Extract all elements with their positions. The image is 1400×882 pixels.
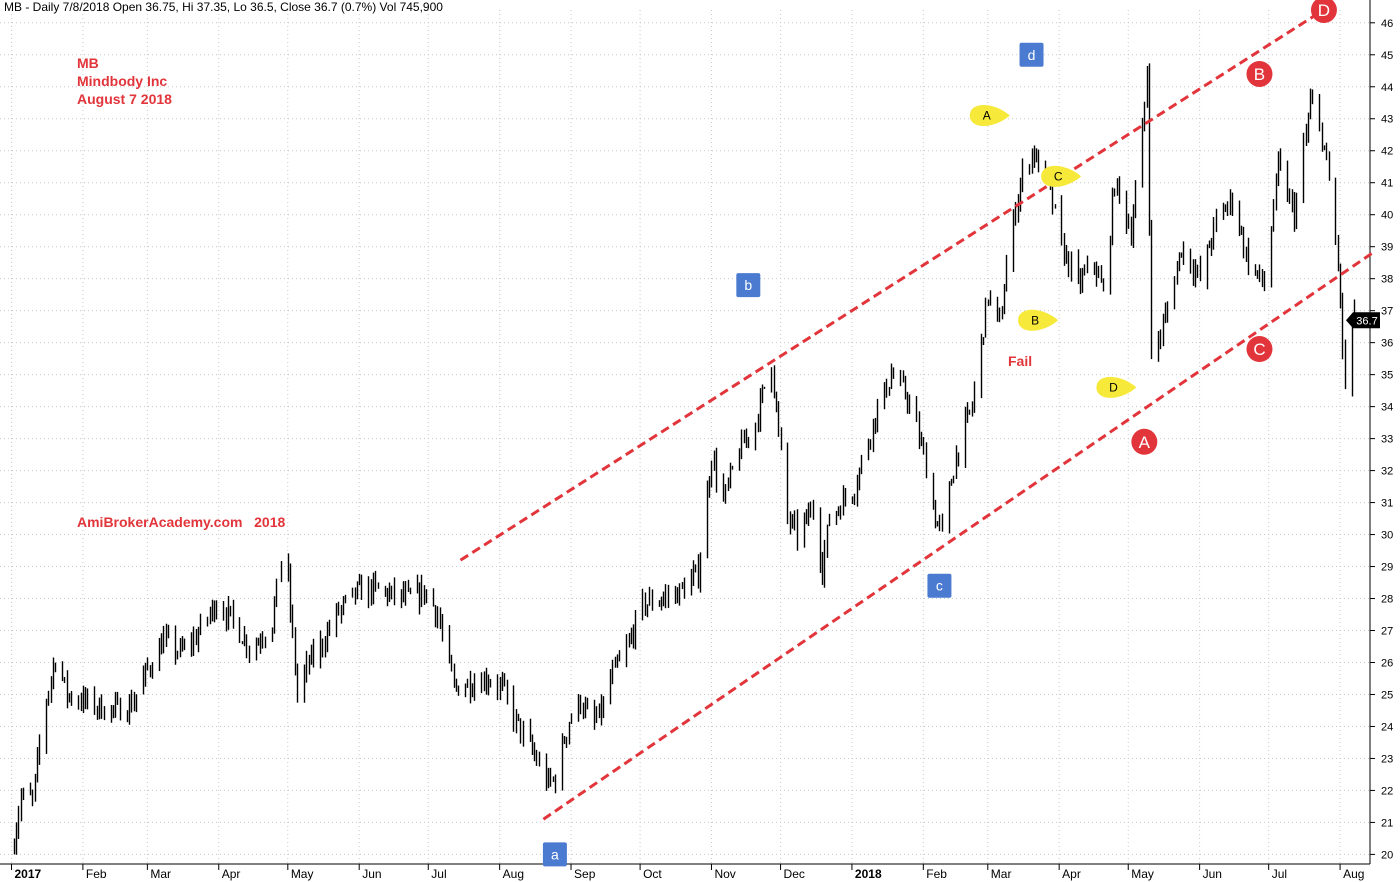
x-tick-label: Feb [926, 867, 947, 881]
x-tick-label: Mar [991, 867, 1012, 881]
y-tick-label: 45 [1381, 50, 1393, 62]
circle-label-text: D [1318, 1, 1330, 20]
x-tick-label: Jun [362, 867, 381, 881]
x-tick-label: Feb [86, 867, 107, 881]
box-label-text: a [551, 846, 559, 862]
y-tick-label: 25 [1381, 689, 1393, 701]
fail-label: Fail [1008, 353, 1033, 369]
y-tick-label: 31 [1381, 498, 1393, 510]
circle-label-text: A [1139, 433, 1151, 452]
bubble-label-D [1096, 376, 1137, 398]
date-label: August 7 2018 [77, 91, 172, 107]
y-tick-label: 33 [1381, 434, 1393, 446]
y-tick-label: 39 [1381, 242, 1393, 254]
x-tick-label: May [1131, 867, 1154, 881]
x-tick-label: Nov [714, 867, 735, 881]
y-tick-label: 43 [1381, 114, 1393, 126]
bubble-label-text: A [983, 109, 991, 123]
x-tick-label: May [291, 867, 314, 881]
circle-label-A [1131, 428, 1158, 455]
y-tick-label: 41 [1381, 178, 1393, 190]
bubble-label-C [1041, 165, 1082, 187]
bubble-label-text: D [1109, 380, 1118, 394]
x-tick-label: 2018 [855, 867, 882, 881]
circle-label-text: B [1254, 65, 1265, 84]
ticker-label: MB [77, 55, 99, 71]
y-tick-label: 28 [1381, 594, 1393, 606]
upper-channel-trend-line [459, 5, 1330, 562]
circle-label-text: C [1253, 340, 1265, 359]
y-tick-label: 30 [1381, 530, 1393, 542]
x-tick-label: Sep [574, 867, 596, 881]
bubble-label-A [969, 105, 1010, 127]
box-label-c [927, 573, 952, 598]
y-tick-label: 20 [1381, 849, 1393, 861]
x-tick-label: Jul [431, 867, 446, 881]
y-tick-label: 46 [1381, 18, 1393, 30]
x-tick-label: 2017 [15, 867, 42, 881]
chart-title-block: MB Mindbody Inc August 7 2018 [77, 54, 172, 108]
y-tick-label: 32 [1381, 466, 1393, 478]
y-tick-label: 42 [1381, 146, 1393, 158]
y-tick-label: 29 [1381, 562, 1393, 574]
box-label-a [542, 842, 567, 867]
bubble-label-text: B [1031, 313, 1039, 327]
watermark-label: AmiBrokerAcademy.com 2018 [77, 514, 286, 530]
y-tick-label: 27 [1381, 626, 1393, 638]
y-tick-label: 44 [1381, 82, 1393, 94]
y-tick-label: 23 [1381, 753, 1393, 765]
circle-label-B [1246, 60, 1273, 87]
box-label-text: c [936, 578, 943, 594]
company-label: Mindbody Inc [77, 73, 168, 89]
y-tick-label: 21 [1381, 817, 1393, 829]
box-label-text: d [1028, 47, 1036, 63]
last-price-tag [1346, 312, 1380, 329]
box-label-b [736, 273, 761, 298]
lower-channel-trend-line [542, 251, 1374, 821]
y-tick-label: 37 [1381, 306, 1393, 318]
x-tick-label: Apr [222, 867, 241, 881]
x-tick-label: Jul [1272, 867, 1287, 881]
x-tick-label: Mar [150, 867, 171, 881]
bubble-label-B [1018, 309, 1059, 331]
x-tick-label: Jun [1203, 867, 1222, 881]
x-tick-label: Oct [643, 867, 662, 881]
circle-label-D [1310, 0, 1337, 23]
chart-header-info: MB - Daily 7/8/2018 Open 36.75, Hi 37.35… [4, 0, 443, 14]
last-price-label: 36.7 [1356, 315, 1377, 327]
x-tick-label: Aug [1343, 867, 1364, 881]
box-label-text: b [744, 277, 752, 293]
y-tick-label: 38 [1381, 274, 1393, 286]
box-label-d [1019, 42, 1044, 67]
x-tick-label: Apr [1062, 867, 1081, 881]
y-tick-label: 24 [1381, 721, 1393, 733]
x-tick-label: Aug [503, 867, 524, 881]
y-tick-label: 26 [1381, 657, 1393, 669]
circle-label-C [1246, 336, 1273, 363]
y-tick-label: 34 [1381, 402, 1393, 414]
y-tick-label: 36 [1381, 338, 1393, 350]
y-tick-label: 40 [1381, 210, 1393, 222]
x-tick-label: Dec [784, 867, 805, 881]
y-tick-label: 35 [1381, 370, 1393, 382]
y-tick-label: 22 [1381, 785, 1393, 797]
bubble-label-text: C [1054, 169, 1063, 183]
